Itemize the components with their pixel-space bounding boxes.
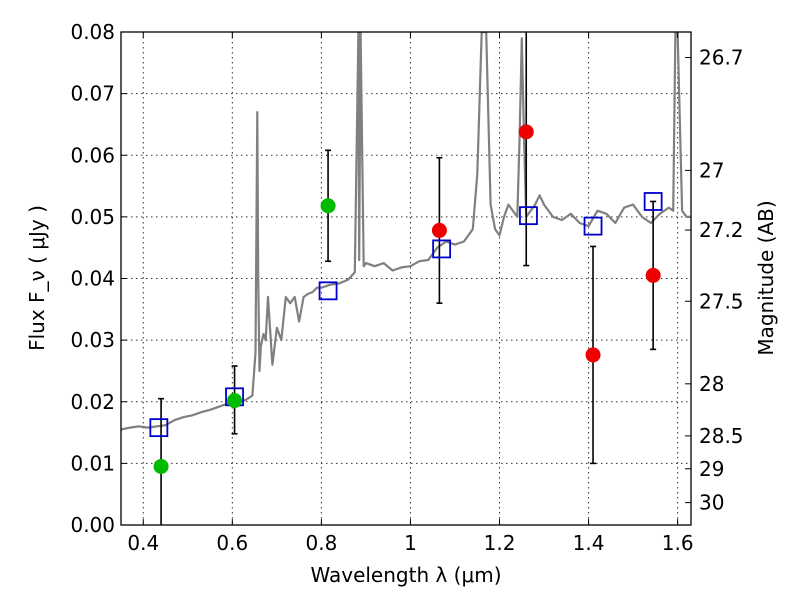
x-tick-label: 0.4	[127, 531, 159, 555]
x-tick-label: 0.8	[305, 531, 337, 555]
x-tick-label: 0.6	[216, 531, 248, 555]
y-tick-label: 0.06	[70, 143, 115, 167]
photometry-point	[518, 124, 534, 140]
plot-area	[121, 32, 691, 525]
y-axis-label: Flux F_ν ( μJy )	[25, 205, 49, 351]
y-tick-label: 0.01	[70, 451, 115, 475]
right-tick-label: 28.5	[699, 424, 744, 448]
y-tick-label: 0.08	[70, 20, 115, 44]
right-tick-label: 28	[699, 372, 724, 396]
x-tick-label: 1.4	[573, 531, 605, 555]
model-square-point	[149, 418, 169, 438]
grid-layer	[121, 31, 691, 526]
photometry-point	[645, 267, 661, 283]
y-tick-label: 0.07	[70, 82, 115, 106]
right-tick-label: 27.2	[699, 218, 744, 242]
x-tick-label: 1	[404, 531, 417, 555]
model-square-point	[519, 206, 538, 226]
axes-layer: 0.4 0.6 0.8 1 1.2 1.4 1.6 0.00 0.01 0.02 0.03 0.04 0…	[70, 20, 743, 555]
y-tick-label: 0.05	[70, 205, 115, 229]
x-axis-label: Wavelength λ (μm)	[310, 563, 501, 587]
y-tick-label: 0.03	[70, 328, 115, 352]
right-tick-label: 29	[699, 457, 724, 481]
model-square-point	[643, 192, 663, 211]
photometry-point	[320, 198, 336, 214]
y-tick-label: 0.00	[70, 513, 115, 537]
photometry-point	[153, 458, 169, 474]
photometry-point	[227, 393, 243, 409]
photometry-point	[585, 347, 601, 363]
y-axis-right-label: Magnitude (AB)	[754, 200, 778, 355]
photometry-point	[431, 222, 447, 238]
right-tick-label: 26.7	[699, 46, 744, 70]
x-tick-label: 1.2	[484, 531, 516, 555]
x-tick-label: 1.6	[662, 531, 694, 555]
spectrum-line	[121, 32, 691, 431]
model-square-point	[318, 281, 338, 301]
right-tick-label: 30	[699, 491, 724, 515]
model-square-point	[583, 216, 603, 236]
right-tick-label: 27	[699, 158, 724, 182]
right-tick-label: 27.5	[699, 289, 744, 313]
model-square-point	[432, 239, 452, 259]
y-tick-label: 0.02	[70, 390, 115, 414]
y-tick-label: 0.04	[70, 267, 115, 291]
